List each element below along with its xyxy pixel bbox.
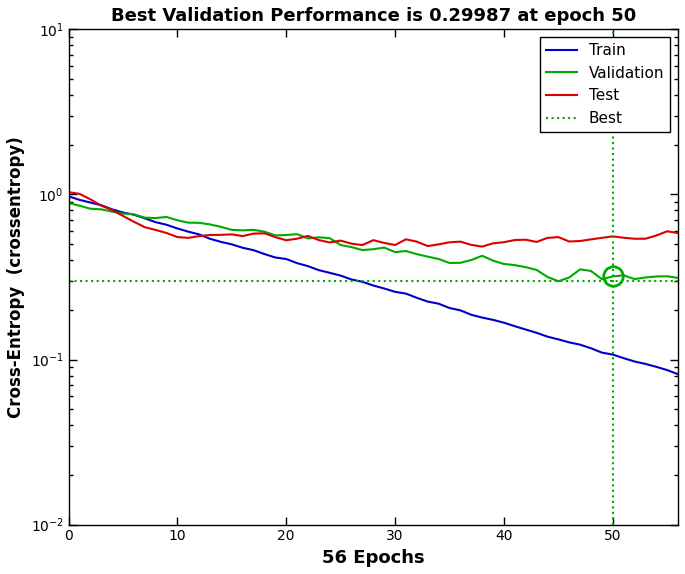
Test (64, 189, 73, 196)
Test (97, 202, 105, 209)
Test (489, 240, 497, 247)
Best (64, 277, 73, 284)
Test (325, 239, 334, 246)
Train (489, 316, 497, 323)
Train (64, 193, 73, 200)
Validation (227, 226, 236, 233)
Validation (489, 257, 497, 264)
Best (75, 277, 84, 284)
Test (227, 231, 236, 238)
Legend: Train, Validation, Test, Best: Train, Validation, Test, Best (540, 37, 671, 132)
Line: Train: Train (68, 196, 678, 374)
Train (325, 269, 334, 276)
Test (500, 239, 508, 246)
Test (478, 243, 486, 250)
Y-axis label: Cross-Entropy  (crossentropy): Cross-Entropy (crossentropy) (7, 136, 25, 418)
Train (227, 241, 236, 248)
Title: Best Validation Performance is 0.29987 at epoch 50: Best Validation Performance is 0.29987 a… (111, 7, 636, 25)
Validation (64, 200, 73, 207)
X-axis label: 56 Epochs: 56 Epochs (322, 549, 425, 567)
Test (86, 196, 95, 203)
Test (674, 230, 682, 236)
Train (674, 371, 682, 378)
Validation (97, 206, 105, 213)
Line: Test: Test (68, 192, 678, 247)
Validation (86, 205, 95, 212)
Validation (674, 274, 682, 281)
Validation (325, 235, 334, 242)
Validation (554, 278, 562, 285)
Validation (478, 253, 486, 259)
Train (478, 314, 486, 321)
Line: Validation: Validation (68, 203, 678, 281)
Train (86, 199, 95, 206)
Train (97, 202, 105, 209)
